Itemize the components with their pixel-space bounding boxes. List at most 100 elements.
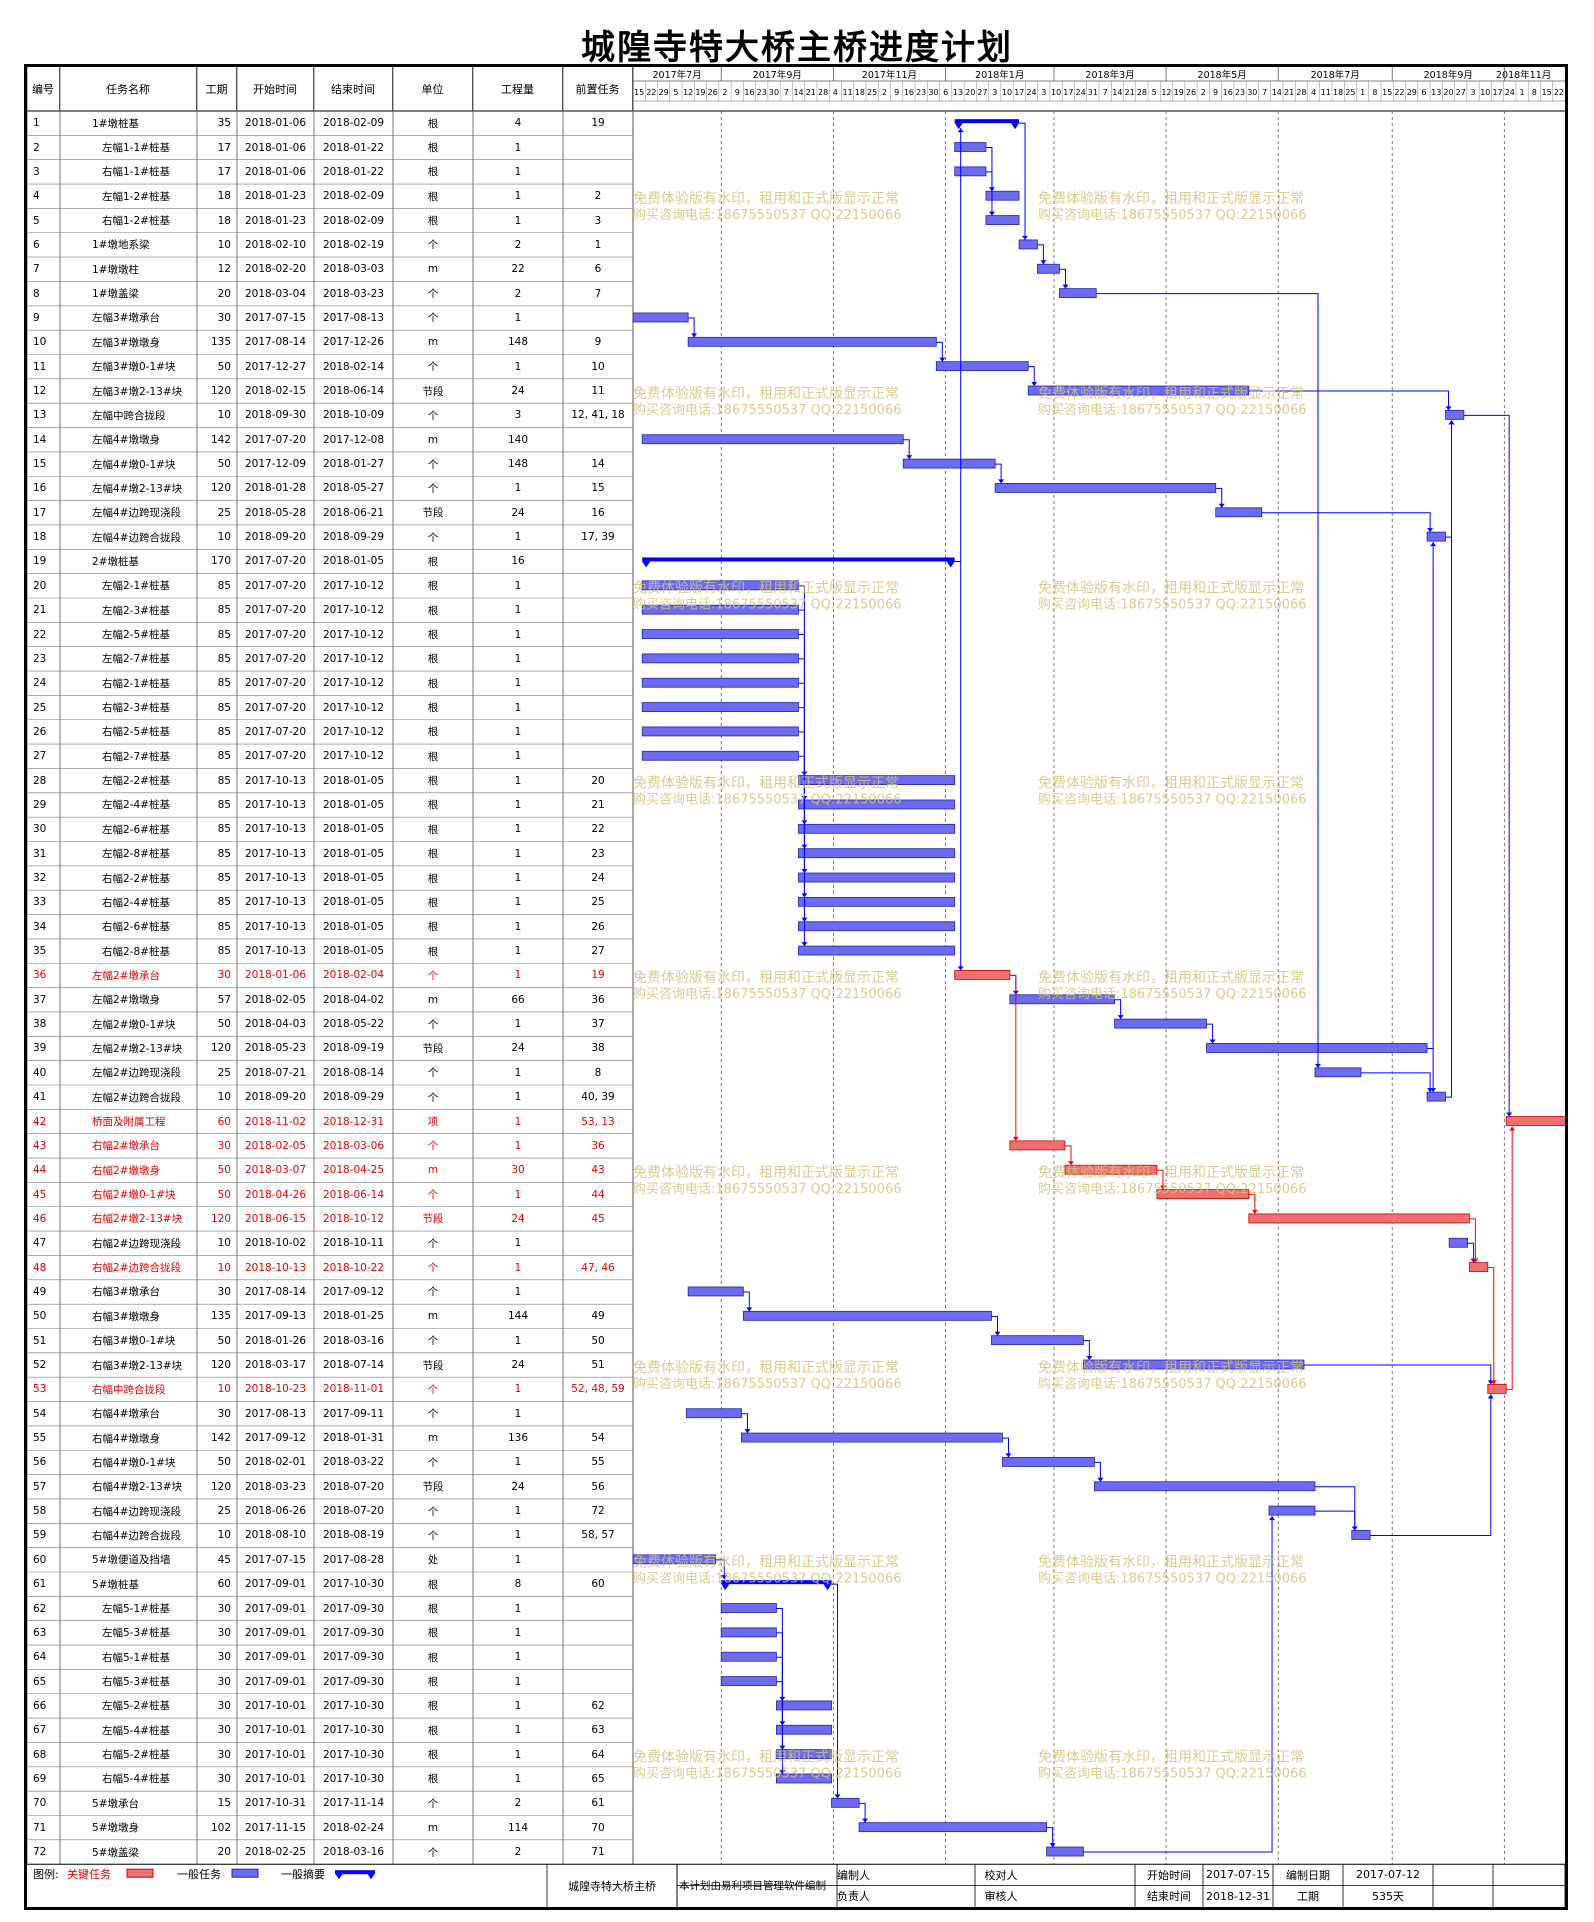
task-bar[interactable] — [720, 1627, 777, 1638]
task-bar[interactable] — [954, 166, 987, 177]
task-name[interactable]: 5#墩承台 — [92, 1797, 139, 1810]
task-bar[interactable] — [1426, 531, 1446, 542]
task-bar[interactable] — [720, 1676, 777, 1686]
task-name[interactable]: 右幅2-7#桩基 — [102, 750, 170, 763]
task-name[interactable]: 左幅2-8#桩基 — [102, 848, 170, 861]
task-name[interactable]: 左幅5-4#桩基 — [102, 1724, 170, 1737]
task-name[interactable]: 右幅4#墩承台 — [92, 1408, 160, 1421]
task-name[interactable]: 左幅3#墩承台 — [92, 312, 160, 325]
task-bar[interactable] — [641, 702, 799, 712]
task-bar[interactable] — [994, 483, 1217, 493]
task-bar[interactable] — [641, 653, 799, 664]
task-name[interactable]: 左幅3#墩0-1#块 — [92, 361, 176, 374]
task-name[interactable]: 右幅2#墩0-1#块 — [92, 1189, 176, 1202]
task-name[interactable]: 右幅4#边跨合拢段 — [92, 1529, 181, 1542]
task-bar[interactable] — [687, 336, 937, 347]
task-name[interactable]: 左幅2-5#桩基 — [102, 629, 170, 642]
task-name[interactable]: 右幅2-4#桩基 — [102, 896, 170, 909]
task-bar[interactable] — [1445, 409, 1465, 420]
task-bar[interactable] — [831, 1797, 860, 1808]
task-name[interactable]: 右幅1-2#桩基 — [102, 215, 170, 228]
task-name[interactable]: 1#墩盖梁 — [92, 288, 139, 301]
task-name[interactable]: 右幅4#墩2-13#块 — [92, 1481, 183, 1494]
task-name[interactable]: 右幅3#墩墩身 — [92, 1310, 160, 1323]
task-name[interactable]: 左幅2-4#桩基 — [102, 799, 170, 812]
task-name[interactable]: 右幅2-1#桩基 — [102, 677, 170, 690]
task-bar[interactable] — [902, 458, 996, 469]
task-name[interactable]: 右幅5-3#桩基 — [102, 1676, 170, 1689]
task-bar[interactable] — [798, 921, 956, 932]
task-name[interactable]: 右幅4#墩墩身 — [92, 1432, 160, 1445]
task-bar[interactable] — [742, 1310, 992, 1321]
task-bar[interactable] — [798, 848, 956, 859]
critical-task-bar[interactable] — [1469, 1262, 1489, 1273]
task-bar[interactable] — [935, 361, 1029, 372]
task-bar[interactable] — [798, 775, 956, 786]
task-name[interactable]: 左幅4#墩2-13#块 — [92, 482, 183, 495]
task-name[interactable]: 右幅2-3#桩基 — [102, 702, 170, 715]
task-name[interactable]: 1#墩桩基 — [92, 117, 139, 130]
task-bar[interactable] — [1114, 1018, 1207, 1029]
task-bar[interactable] — [1268, 1505, 1316, 1516]
task-name[interactable]: 左幅4#边跨现浇段 — [92, 507, 181, 520]
task-name[interactable]: 左幅5-2#桩基 — [102, 1700, 170, 1713]
summary-bar[interactable] — [721, 1580, 832, 1585]
critical-task-bar[interactable] — [1248, 1213, 1470, 1224]
task-bar[interactable] — [641, 629, 799, 639]
task-name[interactable]: 1#墩墩柱 — [92, 263, 139, 276]
task-bar[interactable] — [775, 1724, 832, 1735]
task-name[interactable]: 右幅4#墩0-1#块 — [92, 1456, 176, 1469]
task-bar[interactable] — [741, 1432, 1003, 1443]
task-bar[interactable] — [720, 1603, 777, 1613]
task-bar[interactable] — [798, 823, 956, 834]
task-bar[interactable] — [720, 1651, 777, 1662]
task-bar[interactable] — [775, 1700, 832, 1711]
task-name[interactable]: 左幅1-1#桩基 — [102, 142, 170, 155]
task-bar[interactable] — [1215, 507, 1263, 518]
task-bar[interactable] — [985, 190, 1020, 201]
task-name[interactable]: 右幅3#墩承台 — [92, 1286, 160, 1299]
task-bar[interactable] — [1046, 1846, 1084, 1857]
task-name[interactable]: 左幅中跨合拢段 — [92, 409, 166, 422]
task-bar[interactable] — [1448, 1237, 1468, 1248]
task-name[interactable]: 左幅2#墩0-1#块 — [92, 1018, 176, 1031]
task-name[interactable]: 左幅2-3#桩基 — [102, 604, 170, 617]
task-name[interactable]: 5#墩盖梁 — [92, 1846, 139, 1859]
task-bar[interactable] — [641, 677, 799, 688]
task-name[interactable]: 右幅5-2#桩基 — [102, 1749, 170, 1762]
task-name[interactable]: 右幅5-1#桩基 — [102, 1651, 170, 1664]
task-name[interactable]: 左幅2#边跨合拢段 — [92, 1091, 181, 1104]
summary-bar[interactable] — [954, 119, 1020, 124]
task-bar[interactable] — [1037, 263, 1060, 274]
task-bar[interactable] — [985, 215, 1020, 225]
task-name[interactable]: 桥面及附属工程 — [92, 1116, 166, 1129]
task-bar[interactable] — [641, 726, 799, 737]
task-bar[interactable] — [775, 1773, 832, 1784]
task-bar[interactable] — [858, 1822, 1048, 1833]
critical-task-bar[interactable] — [1487, 1383, 1507, 1394]
task-name[interactable]: 右幅2-5#桩基 — [102, 726, 170, 739]
task-name[interactable]: 右幅2-6#桩基 — [102, 921, 170, 934]
task-name[interactable]: 5#墩桩基 — [92, 1578, 139, 1591]
summary-bar[interactable] — [642, 557, 955, 562]
task-name[interactable]: 左幅1-2#桩基 — [102, 190, 170, 203]
task-name[interactable]: 左幅2-2#桩基 — [102, 775, 170, 788]
task-bar[interactable] — [1094, 1481, 1316, 1492]
task-bar[interactable] — [798, 799, 956, 810]
critical-task-bar[interactable] — [1505, 1116, 1565, 1126]
task-name[interactable]: 右幅1-1#桩基 — [102, 166, 170, 179]
task-bar[interactable] — [632, 312, 689, 323]
task-bar[interactable] — [798, 872, 956, 883]
task-bar[interactable] — [1018, 239, 1038, 250]
task-name[interactable]: 左幅4#边跨合拢段 — [92, 531, 181, 544]
task-name[interactable]: 左幅2#墩2-13#块 — [92, 1042, 183, 1055]
task-name[interactable]: 左幅2-1#桩基 — [102, 580, 170, 593]
task-name[interactable]: 右幅3#墩2-13#块 — [92, 1359, 183, 1372]
task-name[interactable]: 右幅2#墩承台 — [92, 1140, 160, 1153]
task-name[interactable]: 左幅2#墩墩身 — [92, 994, 160, 1007]
task-name[interactable]: 右幅4#边跨现浇段 — [92, 1505, 181, 1518]
task-bar[interactable] — [991, 1335, 1084, 1346]
task-bar[interactable] — [641, 750, 799, 761]
task-name[interactable]: 右幅2#边跨合拢段 — [92, 1262, 181, 1275]
task-bar[interactable] — [1351, 1530, 1371, 1540]
